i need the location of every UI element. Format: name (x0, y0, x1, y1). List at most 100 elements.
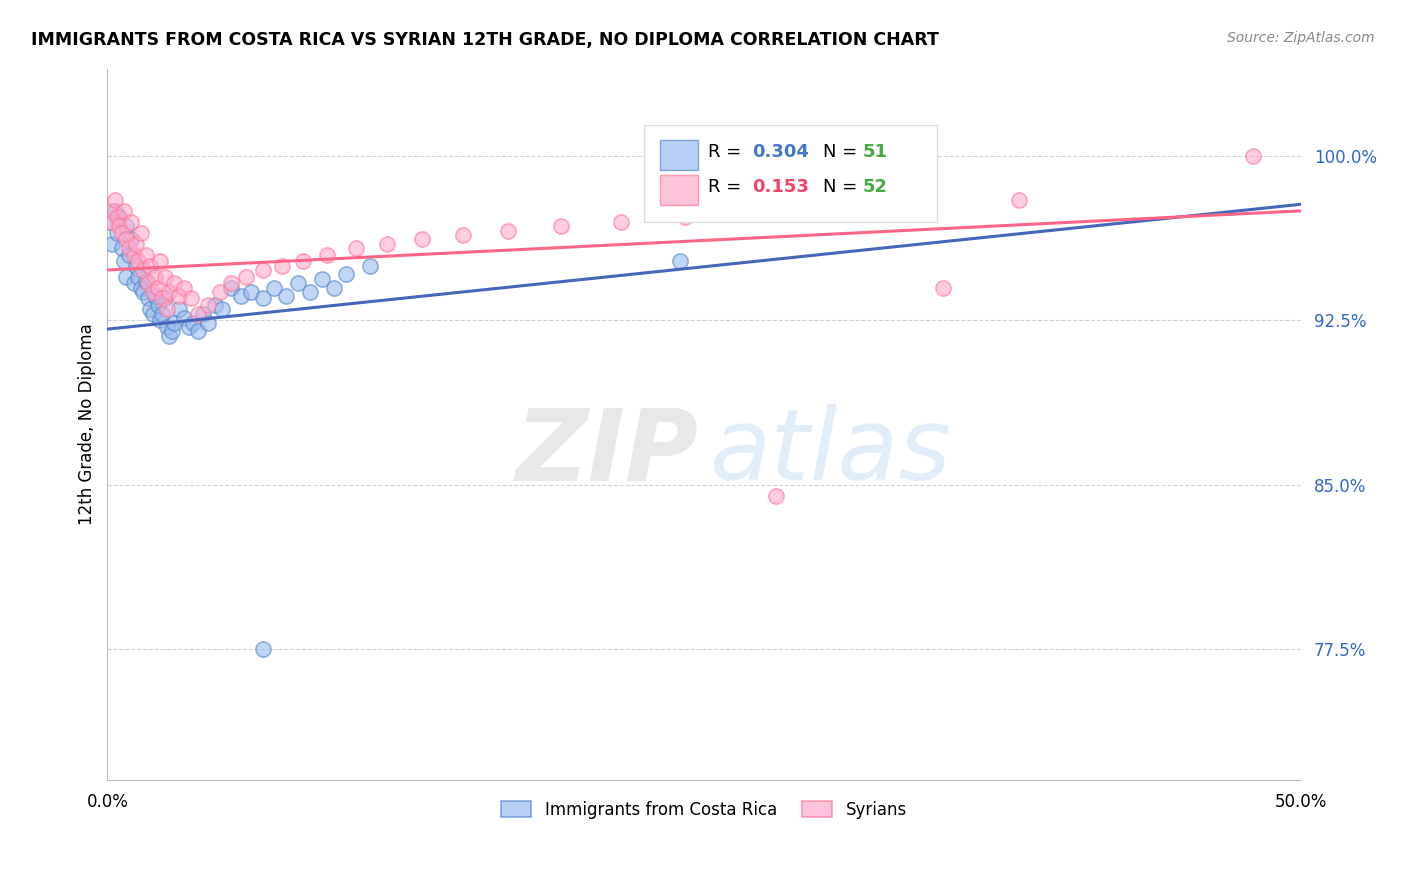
Point (115, 232, 138, 246)
Point (208, 285, 231, 299)
Point (252, 263, 274, 277)
Point (311, 272, 333, 286)
Point (765, 489, 787, 503)
Text: atlas: atlas (710, 404, 952, 501)
Point (187, 307, 209, 321)
Point (153, 269, 176, 284)
Point (197, 298, 219, 312)
Point (235, 269, 257, 284)
FancyBboxPatch shape (659, 176, 699, 205)
Point (132, 285, 155, 299)
Point (143, 269, 166, 284)
Point (163, 316, 186, 330)
Text: R =: R = (707, 143, 747, 161)
Point (127, 269, 149, 284)
Text: 51: 51 (863, 143, 887, 161)
Text: 52: 52 (863, 178, 887, 196)
Point (292, 254, 315, 268)
Point (120, 215, 142, 229)
Point (111, 226, 134, 240)
Point (375, 236, 398, 251)
Legend: Immigrants from Costa Rica, Syrians: Immigrants from Costa Rica, Syrians (495, 794, 914, 825)
Point (609, 215, 631, 229)
Point (125, 236, 148, 251)
Y-axis label: 12th Grade, No Diploma: 12th Grade, No Diploma (79, 324, 96, 525)
FancyBboxPatch shape (659, 140, 699, 169)
Point (142, 285, 165, 299)
Text: N =: N = (824, 178, 863, 196)
Point (669, 254, 692, 268)
Point (135, 274, 157, 288)
Point (159, 328, 181, 343)
Point (498, 224, 520, 238)
Point (108, 219, 131, 234)
Point (211, 302, 233, 317)
Point (191, 307, 214, 321)
Point (112, 203, 135, 218)
Point (122, 276, 145, 290)
Point (1008, 193, 1031, 207)
Point (149, 254, 172, 268)
FancyBboxPatch shape (644, 126, 936, 221)
Point (163, 276, 186, 290)
Point (287, 276, 309, 290)
Text: ZIP: ZIP (515, 404, 699, 501)
Point (105, 211, 128, 225)
Point (745, 206, 768, 220)
Point (127, 254, 149, 268)
Point (136, 292, 159, 306)
Point (1241, 149, 1264, 163)
Point (187, 324, 209, 338)
Point (359, 259, 381, 273)
Point (150, 307, 173, 321)
Point (142, 307, 165, 321)
Point (115, 269, 138, 284)
Point (180, 292, 202, 306)
Point (673, 211, 696, 225)
Point (118, 248, 141, 262)
Point (824, 202, 846, 216)
Point (316, 248, 339, 262)
Point (270, 259, 292, 273)
Point (98, 215, 121, 229)
Text: N =: N = (824, 143, 863, 161)
Point (912, 197, 935, 211)
Point (276, 289, 298, 303)
Point (98, 215, 121, 229)
Point (239, 285, 262, 299)
Point (143, 289, 166, 303)
Point (167, 289, 190, 303)
Point (135, 248, 157, 262)
Point (344, 241, 367, 255)
Point (149, 313, 172, 327)
Point (197, 316, 219, 330)
Point (132, 263, 155, 277)
Point (411, 232, 433, 246)
Point (150, 292, 173, 306)
Point (115, 219, 138, 234)
Text: 0.304: 0.304 (752, 143, 808, 161)
Point (299, 285, 322, 299)
Point (173, 311, 195, 326)
Point (221, 276, 243, 290)
Point (122, 248, 145, 262)
Point (550, 219, 572, 234)
Point (204, 298, 226, 312)
Point (153, 292, 176, 306)
Point (105, 226, 128, 240)
Point (101, 203, 124, 218)
Point (136, 276, 159, 290)
Point (108, 211, 131, 225)
Point (160, 324, 183, 338)
Text: R =: R = (707, 178, 747, 196)
Point (139, 302, 162, 317)
Text: Source: ZipAtlas.com: Source: ZipAtlas.com (1227, 31, 1375, 45)
Point (139, 259, 162, 273)
Point (146, 280, 169, 294)
Point (181, 316, 204, 330)
Point (156, 302, 179, 317)
Point (146, 298, 169, 312)
Point (335, 268, 357, 282)
Point (229, 289, 252, 303)
Point (451, 227, 474, 242)
